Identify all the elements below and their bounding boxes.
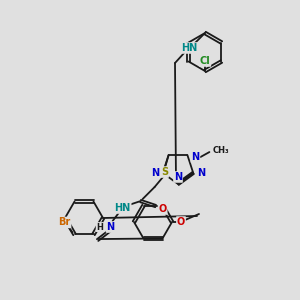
Text: H: H <box>96 223 103 232</box>
Text: N: N <box>197 168 205 178</box>
Text: N: N <box>151 168 159 178</box>
Text: Cl: Cl <box>200 56 210 66</box>
Text: HN: HN <box>181 43 197 53</box>
Text: CH₃: CH₃ <box>212 146 229 154</box>
Text: O: O <box>158 204 167 214</box>
Text: O: O <box>177 217 185 227</box>
Text: N: N <box>106 222 115 232</box>
Text: N: N <box>174 172 182 182</box>
Text: HN: HN <box>115 203 131 213</box>
Text: S: S <box>161 167 168 177</box>
Text: N: N <box>191 152 200 162</box>
Text: Br: Br <box>58 218 70 227</box>
